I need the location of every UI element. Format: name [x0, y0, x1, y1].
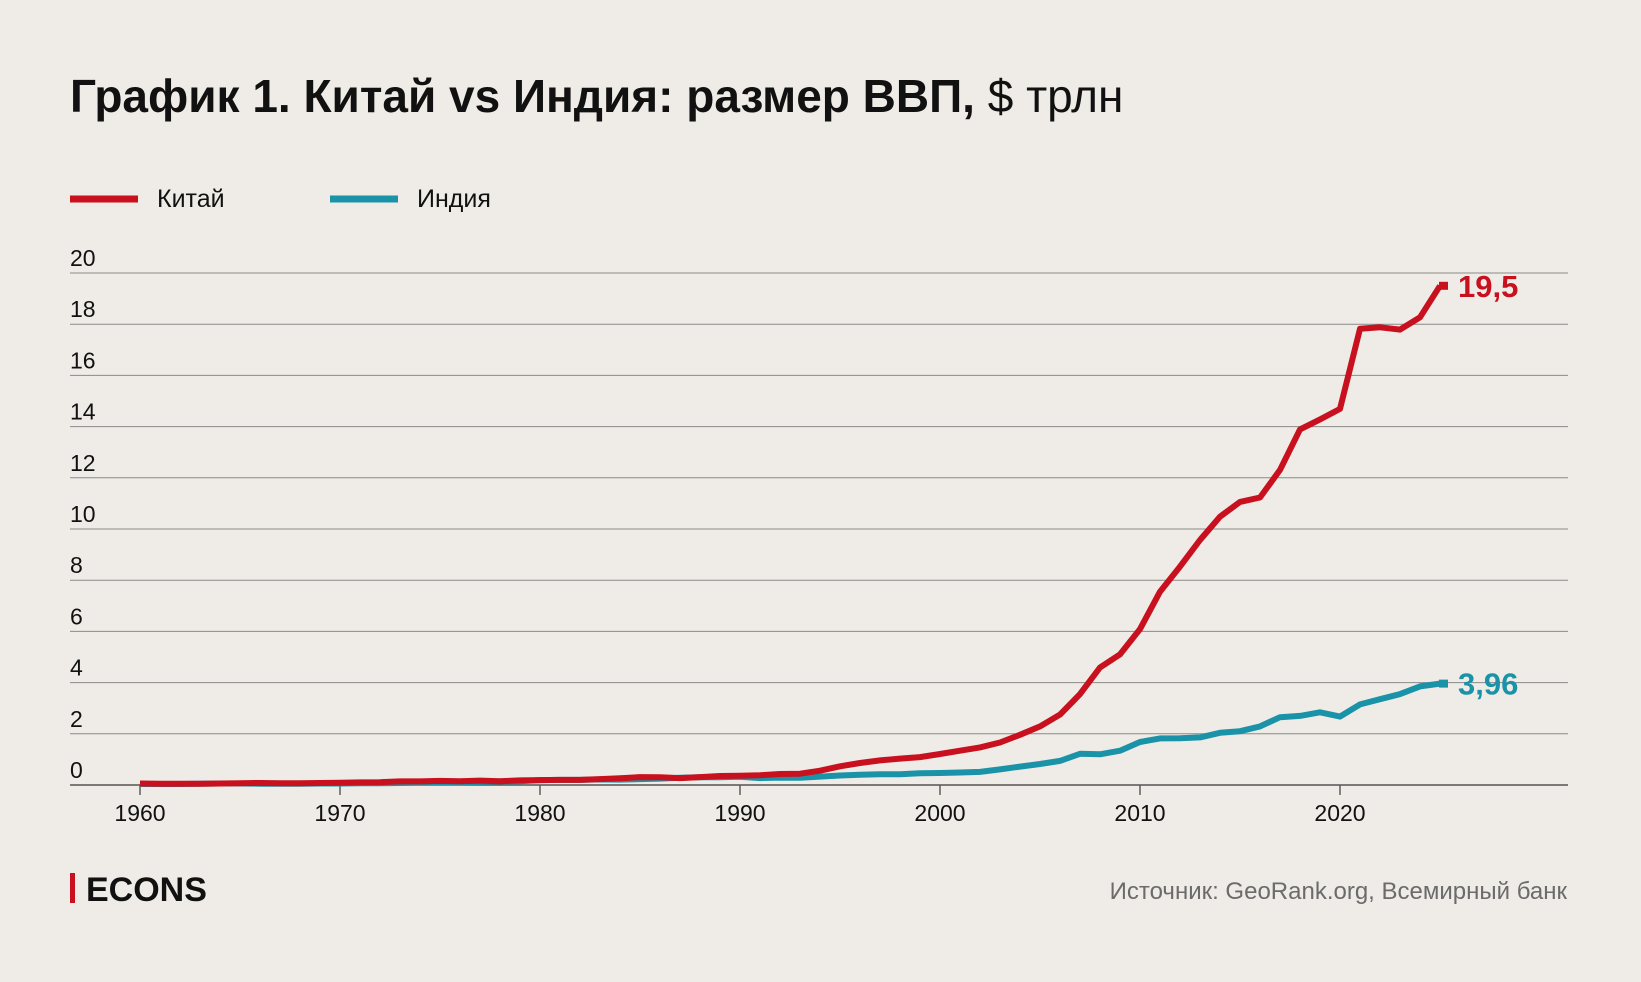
x-tick-label-2000: 2000 [914, 800, 965, 826]
source-note: Источник: GeoRank.org, Всемирный банк [1110, 878, 1568, 905]
y-tick-label-18: 18 [70, 296, 96, 322]
logo-bar [70, 873, 75, 903]
chart-legend: Китай Индия [70, 185, 491, 213]
grid-lines [70, 272, 1568, 786]
x-tick-label-1990: 1990 [714, 800, 765, 826]
legend-label-india: Индия [417, 185, 491, 213]
y-tick-label-16: 16 [70, 347, 96, 373]
x-tick-label-1970: 1970 [314, 800, 365, 826]
y-tick-label-0: 0 [70, 757, 83, 783]
econs-logo: ECONS [86, 871, 207, 909]
x-tick-label-2020: 2020 [1314, 800, 1365, 826]
series-end-label-india: 3,96 [1458, 667, 1518, 702]
y-tick-label-4: 4 [70, 655, 83, 681]
x-tick-label-1980: 1980 [514, 800, 565, 826]
legend-label-china: Китай [157, 185, 225, 213]
y-tick-label-6: 6 [70, 603, 83, 629]
series-line-china [139, 284, 1443, 787]
y-tick-label-8: 8 [70, 552, 83, 578]
y-tick-label-10: 10 [70, 501, 96, 527]
chart-title-unit: $ трлн [988, 70, 1124, 122]
x-tick-label-1960: 1960 [114, 800, 165, 826]
y-tick-label-2: 2 [70, 706, 83, 732]
y-tick-label-14: 14 [70, 399, 96, 425]
series-end-label-china: 19,5 [1458, 269, 1518, 304]
chart-title: График 1. Китай vs Индия: размер ВВП, $ … [70, 70, 1123, 122]
y-tick-label-12: 12 [70, 450, 96, 476]
chart-title-main: График 1. Китай vs Индия: размер ВВП, [70, 70, 975, 122]
y-tick-label-20: 20 [70, 245, 96, 271]
x-tick-label-2010: 2010 [1114, 800, 1165, 826]
series-layer: 3,96 19,5 [139, 269, 1518, 787]
y-axis: 0 2 4 6 8 10 12 14 16 18 20 [70, 245, 96, 783]
x-axis: 1960 1970 1980 1990 2000 2010 2020 [114, 785, 1366, 826]
